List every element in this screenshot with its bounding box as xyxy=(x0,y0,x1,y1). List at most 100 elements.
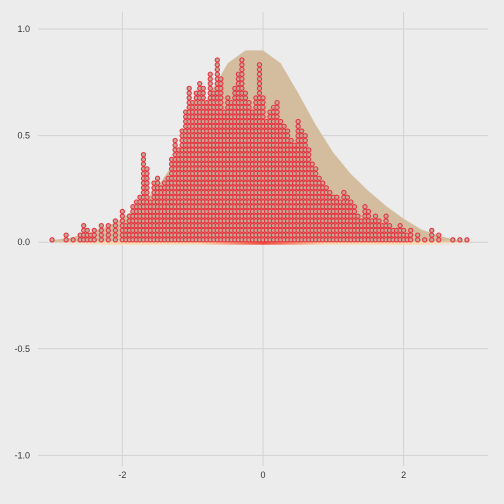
data-point xyxy=(256,71,263,77)
data-point xyxy=(327,189,333,196)
data-point xyxy=(457,237,463,243)
data-point xyxy=(323,185,329,191)
data-point xyxy=(144,170,150,177)
data-point xyxy=(98,222,104,229)
data-point xyxy=(274,109,280,115)
data-point xyxy=(63,232,69,238)
data-point xyxy=(98,232,104,238)
data-point xyxy=(207,71,213,77)
data-point xyxy=(214,71,220,77)
data-point xyxy=(362,204,368,210)
data-point xyxy=(256,85,263,92)
data-point xyxy=(207,81,213,87)
data-point xyxy=(274,99,280,106)
data-point xyxy=(260,99,266,106)
data-point xyxy=(200,85,206,92)
data-point xyxy=(84,227,90,234)
data-point xyxy=(105,232,111,238)
y-tick-label: 0.5 xyxy=(17,131,30,141)
data-point xyxy=(295,118,301,125)
data-point xyxy=(91,237,97,243)
data-point xyxy=(186,95,192,101)
data-point xyxy=(260,95,266,101)
data-point xyxy=(450,237,456,243)
data-point xyxy=(112,222,118,229)
data-point xyxy=(105,227,111,234)
data-point xyxy=(112,227,118,234)
data-point xyxy=(239,62,245,68)
x-axis-ticks: -2 0 2 xyxy=(118,470,406,480)
data-point xyxy=(186,90,192,96)
data-point xyxy=(218,85,224,92)
data-point xyxy=(284,133,291,139)
data-point xyxy=(429,237,435,243)
data-point xyxy=(207,85,213,92)
data-point xyxy=(246,104,252,110)
x-tick-label: 0 xyxy=(260,470,265,480)
data-point xyxy=(256,90,263,96)
rug-strip xyxy=(52,240,474,245)
y-tick-label: 1.0 xyxy=(17,24,30,34)
data-point xyxy=(383,218,389,224)
data-point xyxy=(274,104,280,110)
data-point xyxy=(348,199,354,205)
data-point xyxy=(200,95,206,101)
data-point xyxy=(70,237,76,243)
data-point xyxy=(197,81,203,87)
data-point xyxy=(334,194,340,200)
data-point xyxy=(218,81,224,87)
data-point xyxy=(105,237,111,243)
data-point xyxy=(341,189,347,196)
y-tick-label: 0.0 xyxy=(17,237,30,247)
data-point xyxy=(400,227,407,234)
data-point xyxy=(281,123,287,129)
data-point xyxy=(320,180,326,186)
data-point xyxy=(81,222,87,229)
data-point xyxy=(408,227,414,234)
data-point xyxy=(256,76,263,82)
data-point xyxy=(260,114,266,120)
y-tick-label: -1.0 xyxy=(14,450,30,460)
dot-stacks xyxy=(49,57,470,243)
x-tick-label: -2 xyxy=(118,470,126,480)
data-point xyxy=(239,85,245,92)
data-point xyxy=(218,90,224,96)
data-point xyxy=(140,156,147,163)
data-point xyxy=(351,204,358,210)
data-point xyxy=(119,213,126,219)
data-point xyxy=(218,99,224,106)
data-point xyxy=(429,232,435,238)
data-point xyxy=(242,90,249,96)
data-point xyxy=(365,213,372,219)
data-point xyxy=(464,237,470,243)
data-point xyxy=(112,237,118,243)
data-point xyxy=(256,81,263,87)
data-point xyxy=(207,76,213,82)
data-point xyxy=(218,76,224,82)
data-point xyxy=(397,222,403,229)
data-point xyxy=(365,208,372,215)
data-point xyxy=(436,232,442,238)
data-point xyxy=(306,147,312,153)
data-point xyxy=(436,237,442,243)
data-point xyxy=(239,71,245,77)
data-point xyxy=(239,76,245,82)
data-point xyxy=(302,142,308,148)
data-point xyxy=(119,218,126,224)
data-point xyxy=(214,66,220,73)
data-point xyxy=(140,161,147,167)
data-point xyxy=(355,213,361,219)
data-point xyxy=(313,170,319,177)
data-point xyxy=(154,180,161,186)
data-point xyxy=(306,152,312,158)
data-point xyxy=(429,227,435,234)
y-tick-label: -0.5 xyxy=(14,344,30,354)
data-point xyxy=(256,62,263,68)
data-point xyxy=(376,218,382,224)
data-point xyxy=(284,128,291,134)
y-axis-ticks: 1.0 0.5 0.0 -0.5 -1.0 xyxy=(14,24,30,460)
data-point xyxy=(172,137,178,144)
data-point xyxy=(313,166,319,172)
data-point xyxy=(91,227,97,234)
